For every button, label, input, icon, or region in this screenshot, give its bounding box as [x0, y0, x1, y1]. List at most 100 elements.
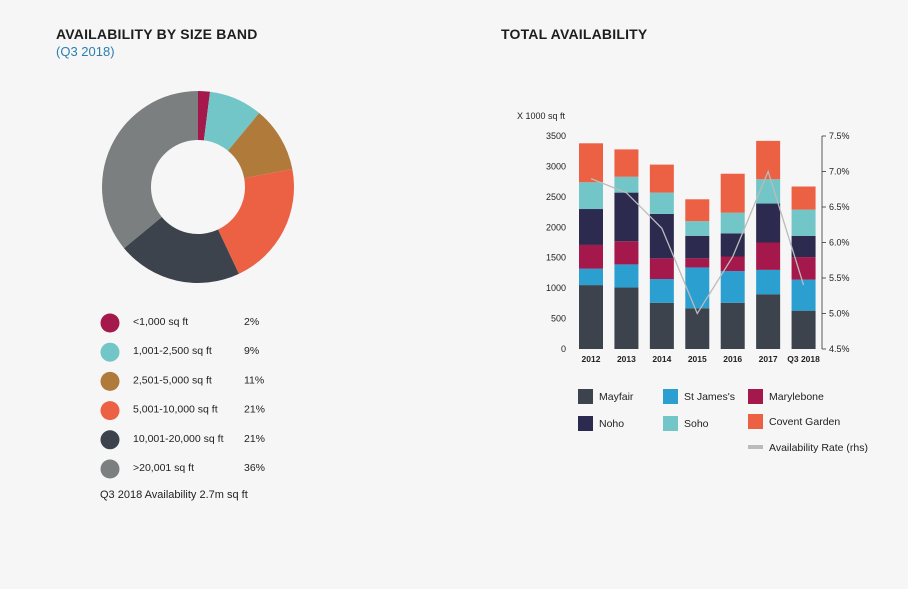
bar-segment [649, 258, 674, 280]
y-tick-label: 3000 [546, 161, 566, 171]
x-tick-label: 2013 [617, 354, 636, 364]
legend-label: Soho [684, 418, 709, 430]
legend-label: Covent Garden [769, 416, 840, 428]
bar-segment [720, 271, 745, 303]
bar-segment [649, 213, 674, 259]
legend-label: 5,001-10,000 sq ft [133, 404, 218, 416]
y-tick-label: 3500 [546, 131, 566, 141]
x-tick-label: 2012 [582, 354, 601, 364]
donut-slice [101, 91, 198, 249]
donut-slice [218, 169, 295, 274]
legend-value: 21% [244, 404, 265, 416]
bar-segment [756, 203, 781, 243]
legend-label: >20,001 sq ft [133, 462, 194, 474]
bar-segment [685, 221, 710, 236]
donut-slice [198, 91, 211, 141]
legend-swatch [748, 414, 763, 429]
y-tick-label: 1500 [546, 253, 566, 263]
bar-segment [579, 268, 603, 286]
bar-segment [720, 256, 745, 272]
bar-segment [579, 244, 603, 269]
y-tick-label: 0 [561, 344, 566, 354]
donut-chart-subtitle: (Q3 2018) [56, 44, 115, 59]
legend-swatch [578, 389, 593, 404]
y2-tick-label: 6.0% [829, 238, 850, 248]
legend-swatch [663, 416, 678, 431]
bar-segment [614, 176, 639, 193]
legend-label: St James's [684, 391, 735, 403]
bar-segment [614, 192, 639, 242]
bar-segment [791, 186, 816, 210]
bar-segment [579, 143, 603, 183]
y2-tick-label: 7.0% [829, 167, 850, 177]
bar-segment [791, 257, 816, 280]
bar-segment [791, 209, 816, 236]
bar-segment [720, 233, 745, 257]
legend-swatch [748, 389, 763, 404]
bar-segment [685, 235, 710, 259]
legend-swatch [100, 401, 120, 421]
bar-legend: Mayfair St James's Marylebone Noho Soho Coven… [578, 389, 868, 454]
x-tick-label: 2016 [723, 354, 742, 364]
bar-segment [756, 269, 781, 295]
legend-swatch [663, 389, 678, 404]
bar-segment [685, 199, 710, 222]
legend-value: 9% [244, 345, 259, 357]
stacked-bar-chart: X 1000 sq ft 0 500 1000 1500 2000 2500 3000 3500… [517, 111, 850, 364]
bar-segment [614, 264, 639, 288]
legend-swatch [100, 459, 120, 479]
y2-tick-label: 5.5% [829, 273, 850, 283]
y-axis-label: X 1000 sq ft [517, 111, 566, 121]
bar-segment [579, 285, 603, 349]
bar-segment [649, 192, 674, 214]
donut-slice [124, 216, 239, 283]
legend-label: Marylebone [769, 391, 824, 403]
bar-segment [649, 302, 674, 349]
bar-segment [720, 302, 745, 349]
x-tick-label: 2017 [759, 354, 778, 364]
legend-value: 2% [244, 316, 259, 328]
legend-value: 11% [244, 374, 264, 386]
legend-value: 21% [244, 433, 265, 445]
legend-value: 36% [244, 462, 265, 474]
y2-tick-label: 4.5% [829, 344, 850, 354]
donut-chart-title: AVAILABILITY BY SIZE BAND [56, 26, 258, 42]
legend-swatch [100, 313, 120, 333]
bar-segment [649, 279, 674, 303]
y2-tick-label: 7.5% [829, 131, 850, 141]
legend-swatch [100, 371, 120, 391]
y2-tick-label: 5.0% [829, 309, 850, 319]
donut-chart [101, 91, 295, 283]
donut-slice [227, 113, 293, 179]
availability-rate-line [590, 169, 805, 315]
legend-label: Noho [599, 418, 624, 430]
legend-swatch [100, 342, 120, 362]
bar-segment [579, 182, 603, 210]
bar-segment [791, 310, 816, 349]
y-tick-label: 1000 [546, 283, 566, 293]
bar-segment [649, 164, 674, 193]
x-tick-label: 2015 [688, 354, 707, 364]
bar-segment [685, 308, 710, 349]
legend-label: 1,001-2,500 sq ft [133, 345, 212, 357]
y-tick-label: 500 [551, 314, 566, 324]
legend-label: <1,000 sq ft [133, 316, 188, 328]
legend-line-swatch [748, 445, 763, 449]
legend-label: 2,501-5,000 sq ft [133, 374, 212, 386]
bar-segment [720, 212, 745, 234]
availability-note: Q3 2018 Availability 2.7m sq ft [100, 489, 248, 501]
bar-segment [614, 287, 639, 349]
bar-segment [791, 235, 816, 258]
legend-label: Availability Rate (rhs) [769, 442, 868, 454]
bar-segment [579, 209, 603, 245]
y-tick-label: 2500 [546, 192, 566, 202]
legend-label: Mayfair [599, 391, 634, 403]
bar-segment [614, 241, 639, 265]
legend-swatch [578, 416, 593, 431]
x-tick-label: Q3 2018 [787, 354, 820, 364]
bar-segment [685, 267, 710, 309]
bar-segment [614, 149, 639, 177]
donut-legend: <1,000 sq ft 2% 1,001-2,500 sq ft 9% 2,501-5… [100, 313, 265, 479]
y-tick-label: 2000 [546, 222, 566, 232]
